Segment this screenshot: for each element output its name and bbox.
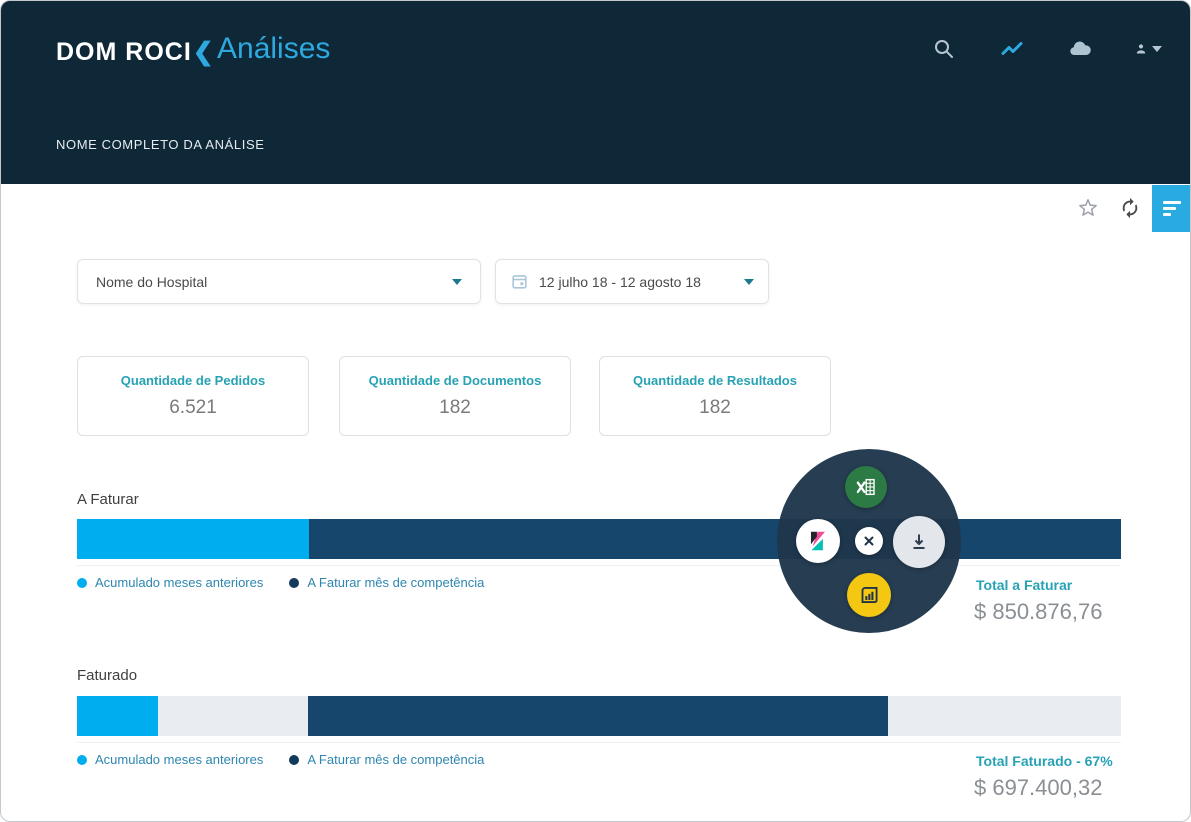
stat-value: 182 [439,397,471,418]
a-faturar-legend: Acumulado meses anteriores A Faturar mês … [77,575,484,590]
acumulado-meses-anteriores-segment [77,696,159,736]
close-icon[interactable] [855,527,883,555]
acumulado-meses-anteriores-segment [77,519,309,559]
legend-dot-icon [289,577,300,588]
stat-label: Quantidade de Resultados [633,373,797,388]
filter-lines-icon [1163,201,1181,204]
stat-label: Quantidade de Documentos [368,373,542,388]
legend-item: Acumulado meses anteriores [77,575,263,590]
dom-rock-logo[interactable]: DOM ROCI❮ [56,37,215,67]
legend-label: Acumulado meses anteriores [95,752,264,767]
divider [77,565,1121,566]
chevron-down-icon [744,278,754,285]
powerbi-icon [861,587,878,603]
stat-value: 6.521 [169,397,217,418]
user-icon [1136,44,1146,54]
stat-card-documentos: Quantidade de Documentos 182 [339,356,571,436]
stat-value: 182 [699,397,731,418]
export-powerbi-button[interactable] [847,573,891,617]
total-a-faturar-value: $ 850.876,76 [974,599,1103,624]
download-button[interactable] [893,516,945,568]
section-title-a-faturar: A Faturar [77,491,139,508]
legend-item: A Faturar mês de competência [289,575,484,590]
chevron-down-icon [1152,46,1162,52]
legend-dot-icon [77,577,87,588]
divider [77,742,1121,743]
search-icon[interactable] [930,35,958,63]
faturado-legend: Acumulado meses anteriores A Faturar mês … [77,752,484,767]
favorite-star-icon[interactable] [1077,197,1099,219]
section-title-faturado: Faturado [77,667,138,684]
total-a-faturar-label: Total a Faturar [976,577,1073,593]
logo-chevron-icon: ❮ [192,38,215,66]
a-faturar-stacked-bar [77,519,1121,559]
header-bar: DOM ROCI❮ Análises NOME COMPLETO DA ANÁL… [1,1,1190,184]
stat-label: Quantidade de Pedidos [120,373,266,388]
stat-card-resultados: Quantidade de Resultados 182 [599,356,831,436]
refresh-icon[interactable] [1119,197,1141,219]
date-range-picker[interactable]: 12 julho 18 - 12 agosto 18 [495,259,769,304]
legend-label: A Faturar mês de competência [307,575,485,590]
analyses-chart-icon[interactable] [998,35,1026,63]
a-faturar-mes-competencia-segment [308,519,1121,559]
download-icon [913,534,925,549]
hospital-select-value: Nome do Hospital [96,273,208,290]
legend-dot-icon [289,754,300,765]
page-title: Análises [217,32,331,65]
legend-label: Acumulado meses anteriores [95,575,264,590]
legend-item: Acumulado meses anteriores [77,752,263,767]
faturado-stacked-bar [77,696,1121,736]
user-menu[interactable] [1134,35,1162,63]
date-range-value: 12 julho 18 - 12 agosto 18 [539,273,701,290]
legend-item: A Faturar mês de competência [289,752,484,767]
a-faturar-mes-competencia-segment [307,696,889,736]
hospital-select[interactable]: Nome do Hospital [77,259,481,304]
logo-text: DOM ROCI [56,38,192,66]
cloud-icon[interactable] [1066,35,1094,63]
total-faturado-label: Total Faturado - 67% [976,753,1113,769]
analysis-name-breadcrumb: NOME COMPLETO DA ANÁLISE [56,137,265,152]
legend-dot-icon [77,754,87,765]
calendar-icon [510,272,529,291]
total-faturado-value: $ 697.400,32 [974,775,1103,800]
stat-card-pedidos: Quantidade de Pedidos 6.521 [77,356,309,436]
filter-panel-button[interactable] [1152,185,1190,232]
export-kibana-button[interactable] [796,519,840,563]
kibana-icon [810,531,826,551]
chevron-down-icon [452,278,462,285]
excel-export-icon [856,478,875,496]
export-excel-button[interactable] [845,466,887,508]
legend-label: A Faturar mês de competência [307,752,485,767]
header-nav [930,35,1162,63]
